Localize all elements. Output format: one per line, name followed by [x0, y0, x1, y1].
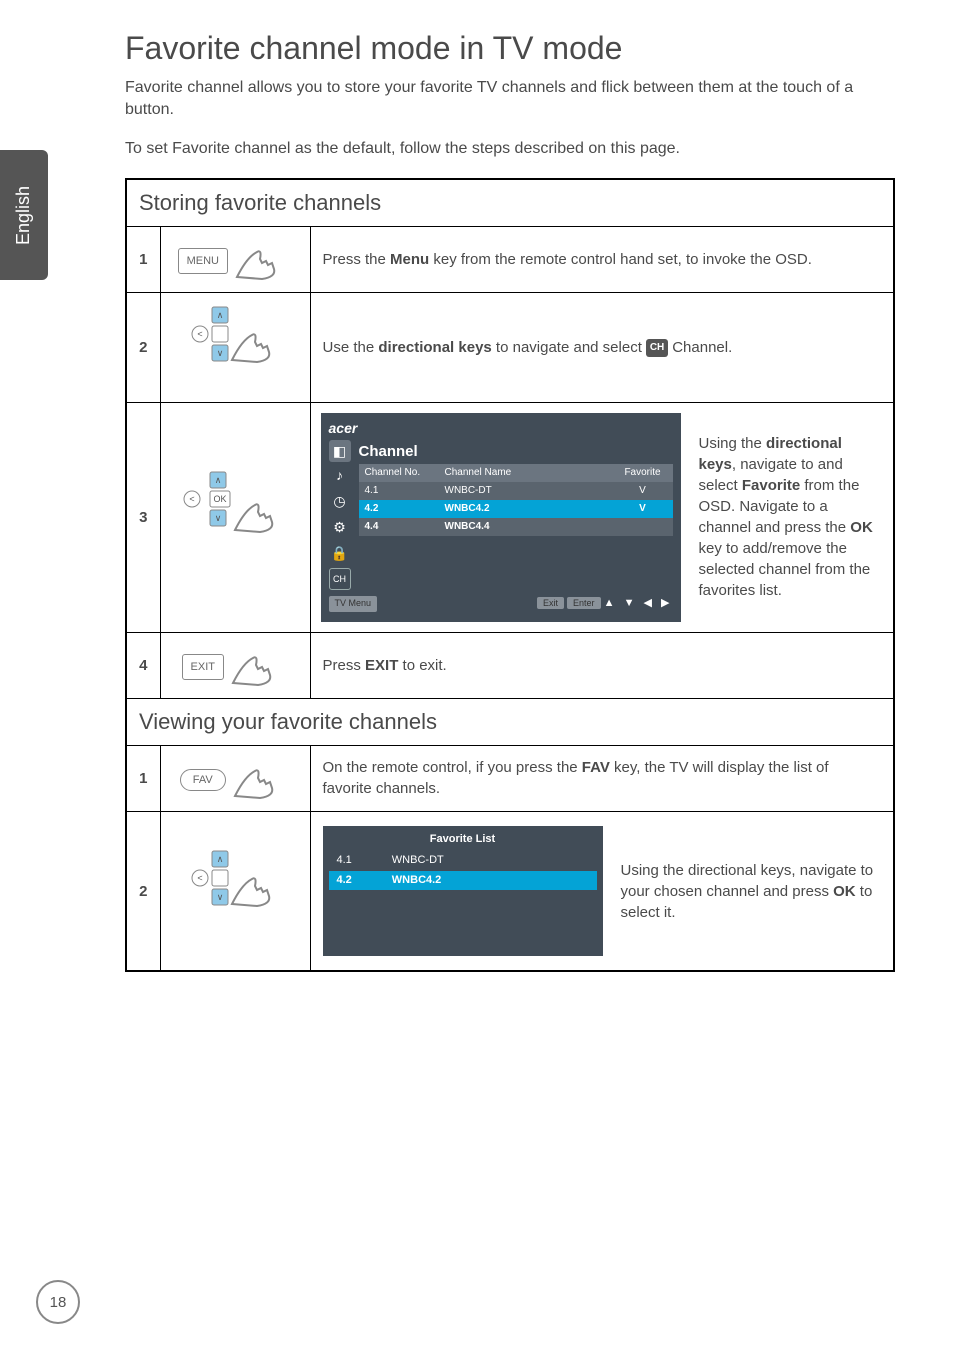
hand-icon — [228, 643, 288, 688]
step-description: Press EXIT to exit. — [310, 632, 894, 698]
svg-text:∨: ∨ — [217, 348, 224, 358]
osd-menu-btn: TV Menu — [329, 596, 378, 611]
fav-row: 4.1 WNBC-DT — [329, 851, 597, 870]
step-number: 4 — [126, 632, 160, 698]
page-number: 18 — [36, 1280, 80, 1324]
osd-row: 4.4 WNBC4.4 — [359, 518, 673, 536]
svg-text:<: < — [197, 329, 202, 339]
section-1-heading: Storing favorite channels — [126, 179, 894, 227]
language-label: English — [14, 185, 35, 244]
osd-channel-table: Channel No. Channel Name Favorite 4.1 WN… — [359, 464, 673, 536]
section-2-heading: Viewing your favorite channels — [126, 698, 894, 745]
step-illustration: ∧ ∨ < OK — [160, 402, 310, 632]
exit-button-graphic: EXIT — [182, 654, 224, 680]
intro-paragraph-1: Favorite channel allows you to store you… — [125, 77, 895, 120]
osd-arrows: ▲ ▼ ◀ ▶ — [604, 597, 673, 609]
page-title: Favorite channel mode in TV mode — [125, 30, 895, 67]
svg-text:∨: ∨ — [215, 513, 222, 523]
dpad-icon: ∧ ∨ < — [190, 305, 280, 385]
osd-exit-btn: Exit — [537, 597, 564, 609]
svg-text:∨: ∨ — [217, 892, 224, 902]
step-number: 1 — [126, 745, 160, 811]
picture-icon: ◧ — [329, 440, 351, 462]
step-row: 2 ∧ ∨ < Favorite List — [126, 811, 894, 971]
step-number: 2 — [126, 811, 160, 971]
audio-icon: ♪ — [329, 464, 351, 486]
step-row: 3 ∧ ∨ < OK acer ◧Chann — [126, 402, 894, 632]
fav-list-title: Favorite List — [329, 832, 597, 847]
svg-text:<: < — [197, 873, 202, 883]
intro-paragraph-2: To set Favorite channel as the default, … — [125, 138, 895, 160]
instructions-table: Storing favorite channels 1 MENU Press t… — [125, 178, 895, 972]
ch-list-icon: CH — [329, 568, 351, 590]
hand-icon — [232, 237, 292, 282]
step-description: Favorite List 4.1 WNBC-DT 4.2 WNBC4.2 Us… — [310, 811, 894, 971]
menu-button-graphic: MENU — [178, 248, 228, 274]
osd-panel: acer ◧ Channel ♪ ◷ ⚙ 🔒 CH — [321, 413, 681, 622]
lock-icon: 🔒 — [329, 542, 351, 564]
step-description: Use the directional keys to navigate and… — [310, 292, 894, 402]
ch-icon: CH — [646, 339, 668, 357]
step-number: 1 — [126, 226, 160, 292]
step-description: On the remote control, if you press the … — [310, 745, 894, 811]
osd-row: 4.1 WNBC-DT V — [359, 482, 673, 500]
vstep2-text: Using the directional keys, navigate to … — [621, 860, 882, 923]
dpad-ok-icon: ∧ ∨ < OK — [180, 470, 290, 560]
fav-button-graphic: FAV — [180, 769, 226, 791]
step-number: 2 — [126, 292, 160, 402]
step-illustration: FAV — [160, 745, 310, 811]
step-number: 3 — [126, 402, 160, 632]
hand-icon — [230, 756, 290, 801]
settings-icon: ⚙ — [329, 516, 351, 538]
step-illustration: MENU — [160, 226, 310, 292]
language-tab: English — [0, 150, 48, 280]
dpad-icon: ∧ ∨ < — [190, 849, 280, 929]
step-row: 4 EXIT Press EXIT to exit. — [126, 632, 894, 698]
osd-enter-btn: Enter — [567, 597, 601, 609]
step-row: 1 MENU Press the Menu key from the remot… — [126, 226, 894, 292]
favorite-list-panel: Favorite List 4.1 WNBC-DT 4.2 WNBC4.2 — [323, 826, 603, 956]
osd-heading: Channel — [359, 441, 418, 462]
step-description: Press the Menu key from the remote contr… — [310, 226, 894, 292]
osd-footer: TV Menu Exit Enter ▲ ▼ ◀ ▶ — [329, 596, 673, 611]
svg-text:∧: ∧ — [217, 310, 224, 320]
step-description: acer ◧ Channel ♪ ◷ ⚙ 🔒 CH — [310, 402, 894, 632]
fav-row-selected: 4.2 WNBC4.2 — [329, 871, 597, 890]
step-illustration: ∧ ∨ < — [160, 292, 310, 402]
svg-text:∧: ∧ — [215, 475, 222, 485]
step-illustration: ∧ ∨ < — [160, 811, 310, 971]
timer-icon: ◷ — [329, 490, 351, 512]
page-content: Favorite channel mode in TV mode Favorit… — [125, 30, 895, 972]
osd-brand: acer — [329, 419, 673, 439]
step3-text: Using the directional keys, navigate to … — [699, 433, 884, 601]
svg-text:∧: ∧ — [217, 854, 224, 864]
step-row: 1 FAV On the remote control, if you pres… — [126, 745, 894, 811]
svg-text:<: < — [189, 494, 194, 504]
step-illustration: EXIT — [160, 632, 310, 698]
osd-row-selected: 4.2 WNBC4.2 V — [359, 500, 673, 518]
step-row: 2 ∧ ∨ < Use the directional keys to navi… — [126, 292, 894, 402]
svg-text:OK: OK — [213, 494, 226, 504]
